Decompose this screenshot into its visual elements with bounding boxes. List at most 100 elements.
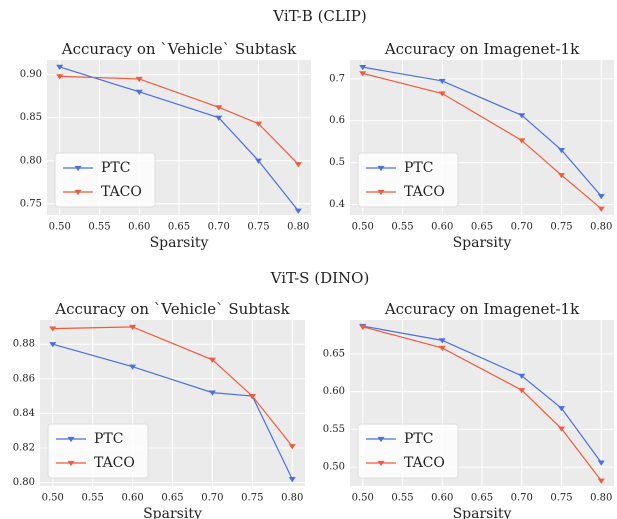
chart-title: Accuracy on `Vehicle` Subtask [54,300,290,318]
y-tick-label: 0.7 [329,73,345,84]
chart-title: Accuracy on Imagenet-1k [384,300,580,318]
legend-label: TACO [101,184,142,200]
x-tick-label: 0.60 [431,222,453,233]
data-point [208,357,216,363]
x-tick-label: 0.75 [247,222,269,233]
legend-marker [67,436,75,443]
x-tick-label: 0.60 [431,493,453,504]
data-point [597,478,605,484]
data-point [359,71,367,77]
y-tick-label: 0.85 [20,112,42,123]
data-point [597,460,605,466]
data-point [215,115,223,121]
x-tick-label: 0.50 [42,493,64,504]
x-axis-label: Sparsity [453,235,512,251]
x-tick-label: 0.65 [471,493,493,504]
x-tick-label: 0.70 [511,222,533,233]
y-tick-label: 0.50 [323,462,345,473]
data-point [438,91,446,97]
x-tick-label: 0.65 [161,493,183,504]
x-tick-label: 0.55 [391,493,413,504]
data-point [255,121,263,127]
legend-label: PTC [404,431,433,447]
x-tick-label: 0.60 [121,493,143,504]
x-tick-label: 0.55 [88,222,110,233]
y-tick-label: 0.60 [323,386,345,397]
legend-marker [67,460,75,467]
x-tick-label: 0.65 [168,222,190,233]
y-tick-label: 0.80 [20,155,42,166]
y-tick-label: 0.88 [13,339,35,350]
x-tick-label: 0.50 [352,493,374,504]
data-point [288,476,296,483]
chart-title: Accuracy on Imagenet-1k [384,40,580,58]
data-point [558,173,566,179]
x-axis-label: Sparsity [150,235,209,251]
y-tick-label: 0.6 [329,115,345,126]
data-point [518,138,526,144]
legend-label: PTC [404,160,433,176]
legend-marker [74,189,82,196]
y-tick-label: 0.86 [13,373,35,384]
y-tick-label: 0.55 [323,424,345,435]
x-axis-label: Sparsity [453,506,512,519]
data-point [518,373,526,379]
x-tick-label: 0.50 [352,222,374,233]
suptitle: ViT-B (CLIP) [272,7,366,25]
data-point [135,89,143,96]
data-point [597,194,605,200]
data-point [558,426,566,432]
data-point [56,64,64,71]
data-point [208,390,216,396]
chart-title: Accuracy on `Vehicle` Subtask [61,40,297,58]
data-point [558,147,566,154]
data-point [438,78,446,85]
legend-label: PTC [101,160,130,176]
x-tick-label: 0.70 [511,493,533,504]
legend-label: TACO [404,455,445,471]
data-point [438,345,446,352]
y-tick-label: 0.65 [323,348,345,359]
data-point [597,206,605,212]
data-point [49,342,57,348]
data-point [558,406,566,412]
x-tick-label: 0.50 [49,222,71,233]
x-tick-label: 0.70 [201,493,223,504]
data-point [135,76,143,83]
data-point [294,208,302,214]
x-tick-label: 0.55 [82,493,104,504]
x-tick-label: 0.80 [281,493,303,504]
data-point [359,324,367,330]
x-tick-label: 0.80 [590,222,612,233]
x-tick-label: 0.70 [208,222,230,233]
legend-marker [377,436,385,443]
x-axis-label: Sparsity [143,506,202,519]
x-tick-label: 0.75 [550,493,572,504]
y-tick-label: 0.84 [13,408,35,419]
data-point [359,65,367,71]
data-point [294,162,302,168]
data-point [49,326,57,332]
legend-marker [74,165,82,172]
legend-label: PTC [94,431,123,447]
x-tick-label: 0.75 [550,222,572,233]
data-point [56,74,64,80]
data-point [518,388,526,394]
data-point [215,105,223,111]
x-tick-label: 0.60 [128,222,150,233]
data-point [129,364,137,370]
y-tick-label: 0.82 [13,442,35,453]
data-point [248,393,256,400]
data-point [438,338,446,344]
y-tick-label: 0.90 [20,69,42,80]
y-tick-label: 0.75 [20,198,42,209]
y-tick-label: 0.5 [329,157,345,168]
legend-marker [377,165,385,172]
x-tick-label: 0.80 [590,493,612,504]
x-tick-label: 0.80 [287,222,309,233]
x-tick-label: 0.65 [471,222,493,233]
data-point [288,444,296,450]
legend-marker [377,189,385,196]
legend-marker [377,460,385,467]
